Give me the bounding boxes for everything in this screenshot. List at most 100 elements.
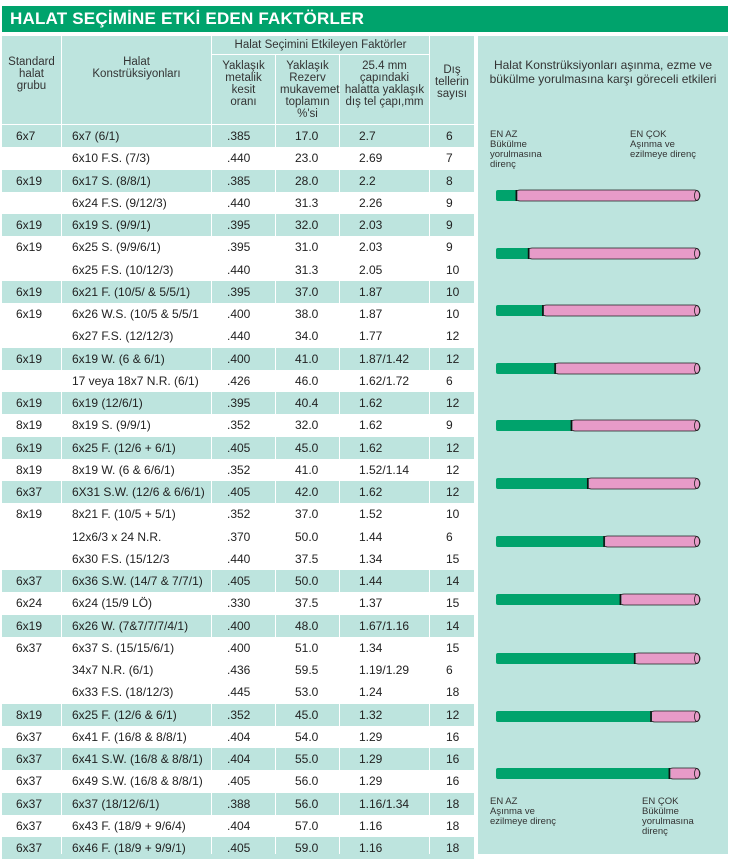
- rope-bar-pink: [526, 247, 701, 260]
- cell-construction: 6x26 W.S. (10/5 & 5/5/1: [72, 307, 199, 321]
- cell-metal: .352: [227, 707, 251, 722]
- cell-wire: 1.34: [359, 551, 383, 566]
- table-row: 6x37 6x36 S.W. (14/7 & 7/7/1) .405 50.0 1.44…: [2, 570, 474, 592]
- cell-group: 6x19: [16, 440, 43, 455]
- rope-bar: [496, 710, 701, 723]
- cell-wire: 1.62: [359, 485, 383, 499]
- cell-group: 6x37: [16, 841, 43, 855]
- cell-wire: 1.62: [359, 418, 383, 433]
- cell-outer: 9: [446, 240, 453, 255]
- rope-bar-pink: [513, 189, 701, 202]
- rope-bar-end: [694, 478, 700, 489]
- cell-outer: 9: [446, 195, 453, 210]
- cell-construction: 6x36 S.W. (14/7 & 7/7/1): [72, 574, 203, 588]
- header-reserve: Yaklaşık Rezerv mukavemet toplamın %'si: [276, 55, 339, 124]
- cell-wire: 1.62: [359, 396, 383, 410]
- cell-outer: 16: [446, 729, 460, 744]
- cell-metal: .388: [227, 796, 251, 811]
- header-wire-diameter: 25.4 mm çapındaki halatta yaklaşık dış t…: [340, 55, 429, 124]
- cell-outer: 18: [446, 841, 460, 855]
- cell-wire: 2.03: [359, 240, 383, 255]
- table-row: 6x37 6x49 S.W. (16/8 & 8/8/1) .405 56.0 1.29…: [2, 770, 474, 792]
- cell-construction: 6x19 W. (6 & 6/1): [72, 351, 165, 366]
- cell-construction: 6x46 F. (18/9 + 9/9/1): [72, 841, 186, 855]
- cell-construction: 6x37 S. (15/15/6/1): [72, 640, 175, 655]
- cell-construction: 6x27 F.S. (12/12/3): [72, 329, 174, 344]
- cell-wire: 1.29: [359, 752, 383, 766]
- cell-wire: 2.26: [359, 195, 383, 210]
- cell-construction: 6x33 F.S. (18/12/3): [72, 685, 174, 700]
- rope-table: Standard halat grubu Halat Konstrüksiyon…: [0, 32, 476, 859]
- rope-bar-green: [496, 653, 636, 664]
- cell-reserve: 37.0: [295, 284, 319, 299]
- table-row: 6x27 F.S. (12/12/3) .440 34.0 1.77 12: [2, 325, 474, 347]
- cell-outer: 8: [446, 173, 453, 188]
- table-row: 8x19 8x21 F. (10/5 + 5/1) .352 37.0 1.52 10: [2, 503, 474, 525]
- cell-construction: 6x49 S.W. (16/8 & 8/8/1): [72, 774, 203, 789]
- cell-wire: 1.62/1.72: [359, 373, 410, 388]
- cell-group: 6x37: [16, 574, 43, 588]
- rope-bar: [496, 304, 701, 317]
- cell-group: 6x37: [16, 729, 43, 744]
- table-row: 6x37 6x41 F. (16/8 & 8/8/1) .404 54.0 1.29 16: [2, 726, 474, 748]
- cell-wire: 1.16/1.34: [359, 796, 410, 811]
- cell-construction: 6x10 F.S. (7/3): [72, 151, 151, 166]
- cell-group: 6x19: [16, 396, 43, 410]
- cell-metal: .400: [227, 351, 251, 366]
- cell-outer: 14: [446, 618, 460, 633]
- rope-bar-pink: [569, 419, 701, 432]
- header-metal-ratio: Yaklaşık metalik kesit oranı: [212, 55, 275, 124]
- relative-effects-panel: Halat Konstrüksiyonları aşınma, ezme ve …: [478, 36, 728, 854]
- rope-bar-green: [496, 363, 557, 374]
- cell-construction: 6x30 F.S. (15/12/3: [72, 551, 170, 566]
- rope-bar: [496, 593, 701, 606]
- table-row: 6x37 6x43 F. (18/9 + 9/6/4) .404 57.0 1.16 18: [2, 815, 474, 837]
- cell-construction: 6x7 (6/1): [72, 129, 120, 143]
- cell-construction: 6x24 (15/9 LÖ): [72, 596, 153, 611]
- rope-bar-green: [496, 420, 573, 431]
- cell-metal: .395: [227, 240, 251, 255]
- cell-metal: .352: [227, 418, 251, 433]
- rope-bar: [496, 189, 701, 202]
- cell-reserve: 38.0: [295, 307, 319, 321]
- cell-outer: 6: [446, 373, 453, 388]
- cell-wire: 1.34: [359, 640, 383, 655]
- rope-bar: [496, 477, 701, 490]
- legend-top-left: EN AZ Bükülme yorulmasına direnç: [490, 129, 542, 170]
- legend-bottom-right: EN ÇOK Bükülme yorulmasına direnç: [642, 796, 694, 837]
- table-row: 6x19 6x21 F. (10/5/ & 5/5/1) .395 37.0 1.87 1…: [2, 280, 474, 303]
- cell-construction: 6x19 S. (9/9/1): [72, 218, 151, 232]
- cell-outer: 18: [446, 818, 460, 833]
- cell-construction: 34x7 N.R. (6/1): [72, 663, 154, 677]
- cell-reserve: 37.5: [295, 551, 319, 566]
- cell-metal: .440: [227, 329, 251, 344]
- rope-bar-pink: [632, 652, 701, 665]
- cell-metal: .440: [227, 195, 251, 210]
- cell-wire: 2.7: [359, 129, 376, 143]
- cell-wire: 1.16: [359, 841, 383, 855]
- cell-wire: 1.24: [359, 685, 383, 700]
- cell-construction: 6x25 F. (12/6 + 6/1): [72, 440, 176, 455]
- cell-reserve: 50.0: [295, 574, 319, 588]
- cell-wire: 1.87: [359, 307, 383, 321]
- table-row: 8x19 6x25 F. (12/6 & 6/1) .352 45.0 1.32 12: [2, 703, 474, 726]
- table-row: 34x7 N.R. (6/1) .436 59.5 1.19/1.29 6: [2, 659, 474, 681]
- rope-bar-end: [694, 768, 700, 779]
- cell-reserve: 42.0: [295, 485, 319, 499]
- cell-wire: 1.87: [359, 284, 383, 299]
- cell-reserve: 59.5: [295, 663, 319, 677]
- cell-group: 8x19: [16, 462, 43, 477]
- cell-outer: 12: [446, 396, 460, 410]
- cell-metal: .440: [227, 262, 251, 277]
- rope-bar-green: [496, 190, 518, 201]
- rope-bar-pink: [617, 593, 701, 606]
- cell-metal: .395: [227, 218, 251, 232]
- cell-wire: 1.44: [359, 574, 383, 588]
- rope-bar: [496, 362, 701, 375]
- cell-metal: .440: [227, 551, 251, 566]
- cell-reserve: 46.0: [295, 373, 319, 388]
- cell-metal: .400: [227, 618, 251, 633]
- cell-construction: 6x21 F. (10/5/ & 5/5/1): [72, 284, 191, 299]
- cell-construction: 6x25 S. (9/9/6/1): [72, 240, 161, 255]
- rope-bar-green: [496, 305, 544, 316]
